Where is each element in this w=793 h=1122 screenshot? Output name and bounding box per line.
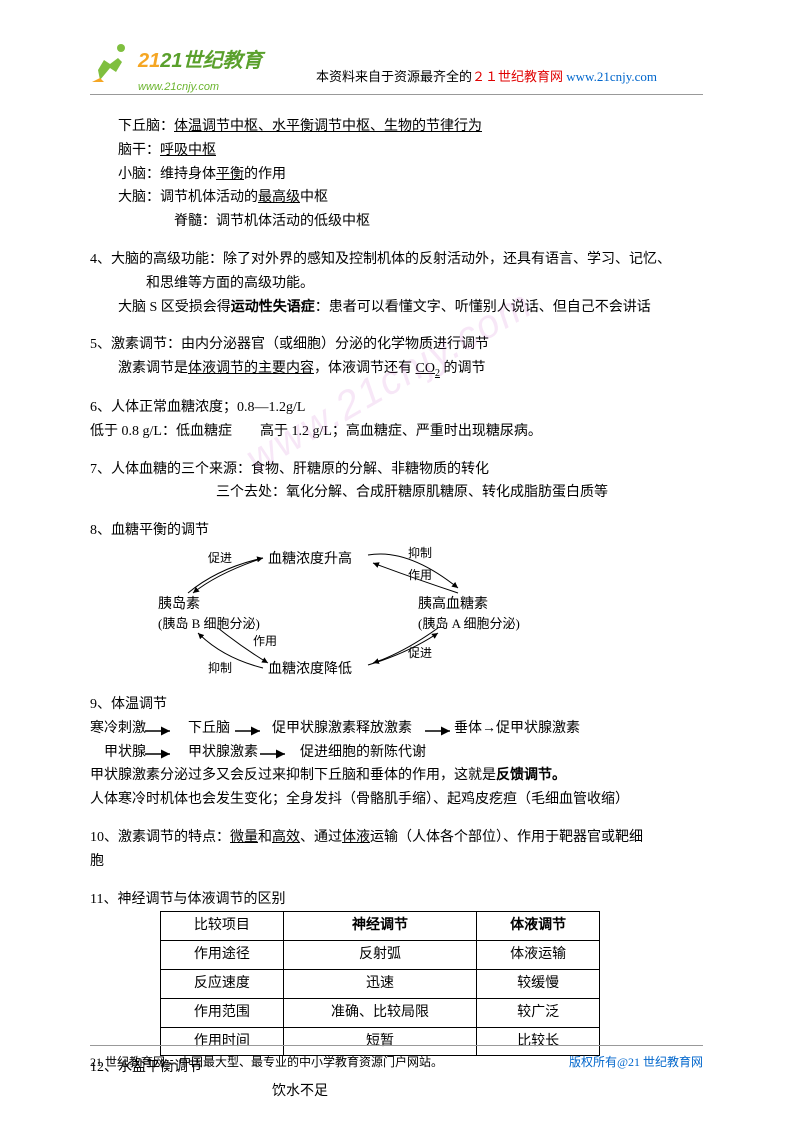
page-header: 2121世纪教育 www.21cnjy.com 本资料来自于资源最齐全的２１世纪… bbox=[90, 40, 703, 95]
text-line: 8、血糖平衡的调节 bbox=[90, 519, 703, 543]
text-line: 胞 bbox=[90, 850, 703, 874]
document-body: 下丘脑：体温调节中枢、水平衡调节中枢、生物的节律行为 脑干：呼吸中枢 小脑：维持… bbox=[90, 115, 703, 1104]
text-line: 下丘脑：体温调节中枢、水平衡调节中枢、生物的节律行为 bbox=[90, 115, 703, 139]
diagram-arrows-icon bbox=[118, 543, 538, 693]
text-line: 脊髓：调节机体活动的低级中枢 bbox=[90, 210, 703, 234]
table-header: 比较项目 bbox=[161, 912, 284, 941]
logo: 2121世纪教育 www.21cnjy.com bbox=[90, 40, 270, 90]
text-line: 6、人体正常血糖浓度；0.8—1.2g/L bbox=[90, 396, 703, 420]
text-line: 11、神经调节与体液调节的区别 bbox=[90, 888, 703, 912]
text-line: 10、激素调节的特点：微量和高效、通过体液运输（人体各个部位）、作用于靶器官或靶… bbox=[90, 826, 703, 850]
table-header: 神经调节 bbox=[283, 912, 476, 941]
table-row: 作用范围准确、比较局限较广泛 bbox=[161, 998, 600, 1027]
logo-url-text: www.21cnjy.com bbox=[138, 78, 263, 97]
text-line: 激素调节是体液调节的主要内容，体液调节还有 CO2 的调节 bbox=[90, 357, 703, 382]
text-line: 小脑：维持身体平衡的作用 bbox=[90, 163, 703, 187]
flow-arrows-icon bbox=[145, 744, 545, 764]
text-line: 9、体温调节 bbox=[90, 693, 703, 717]
footer-left-text: 21 世纪教育网 -- 中国最大型、最专业的中小学教育资源门户网站。 bbox=[90, 1052, 443, 1072]
text-line: 脑干：呼吸中枢 bbox=[90, 139, 703, 163]
logo-brand-text: 2121世纪教育 bbox=[138, 44, 263, 78]
text-line: 大脑 S 区受损会得运动性失语症：患者可以看懂文字、听懂别人说话、但自己不会讲话 bbox=[90, 296, 703, 320]
header-source-text: 本资料来自于资源最齐全的２１世纪教育网 www.21cnjy.com bbox=[270, 66, 703, 90]
flow-arrows-icon bbox=[145, 721, 545, 741]
blood-sugar-diagram: 血糖浓度升高 促进 抑制 作用 胰岛素 (胰岛 B 细胞分泌) 胰高血糖素 (胰… bbox=[118, 543, 703, 693]
text-line: 三个去处：氧化分解、合成肝糖原肌糖原、转化成脂肪蛋白质等 bbox=[90, 481, 703, 505]
text-line: 5、激素调节：由内分泌器官（或细胞）分泌的化学物质进行调节 bbox=[90, 333, 703, 357]
table-header: 体液调节 bbox=[477, 912, 600, 941]
footer-right-text: 版权所有@21 世纪教育网 bbox=[569, 1052, 703, 1072]
text-line: 和思维等方面的高级功能。 bbox=[90, 272, 703, 296]
table-row: 反应速度迅速较缓慢 bbox=[161, 969, 600, 998]
page-footer: 21 世纪教育网 -- 中国最大型、最专业的中小学教育资源门户网站。 版权所有@… bbox=[90, 1045, 703, 1072]
text-line: 低于 0.8 g/L：低血糖症 高于 1.2 g/L；高血糖症、严重时出现糖尿病… bbox=[90, 420, 703, 444]
text-line: 甲状腺激素分泌过多又会反过来抑制下丘脑和垂体的作用，这就是反馈调节。 bbox=[90, 764, 703, 788]
table-row: 比较项目 神经调节 体液调节 bbox=[161, 912, 600, 941]
text-line: 人体寒冷时机体也会发生变化；全身发抖（骨骼肌手缩）、起鸡皮疙疸（毛细血管收缩） bbox=[90, 788, 703, 812]
comparison-table: 比较项目 神经调节 体液调节 作用途径反射弧体液运输 反应速度迅速较缓慢 作用范… bbox=[160, 911, 600, 1056]
text-line: 7、人体血糖的三个来源：食物、肝糖原的分解、非糖物质的转化 bbox=[90, 458, 703, 482]
text-line: 大脑：调节机体活动的最高级中枢 bbox=[90, 186, 703, 210]
table-row: 作用途径反射弧体液运输 bbox=[161, 941, 600, 970]
text-line: 4、大脑的高级功能：除了对外界的感知及控制机体的反射活动外，还具有语言、学习、记… bbox=[90, 248, 703, 272]
logo-runner-icon bbox=[90, 40, 135, 85]
text-line: 饮水不足 bbox=[90, 1080, 703, 1104]
